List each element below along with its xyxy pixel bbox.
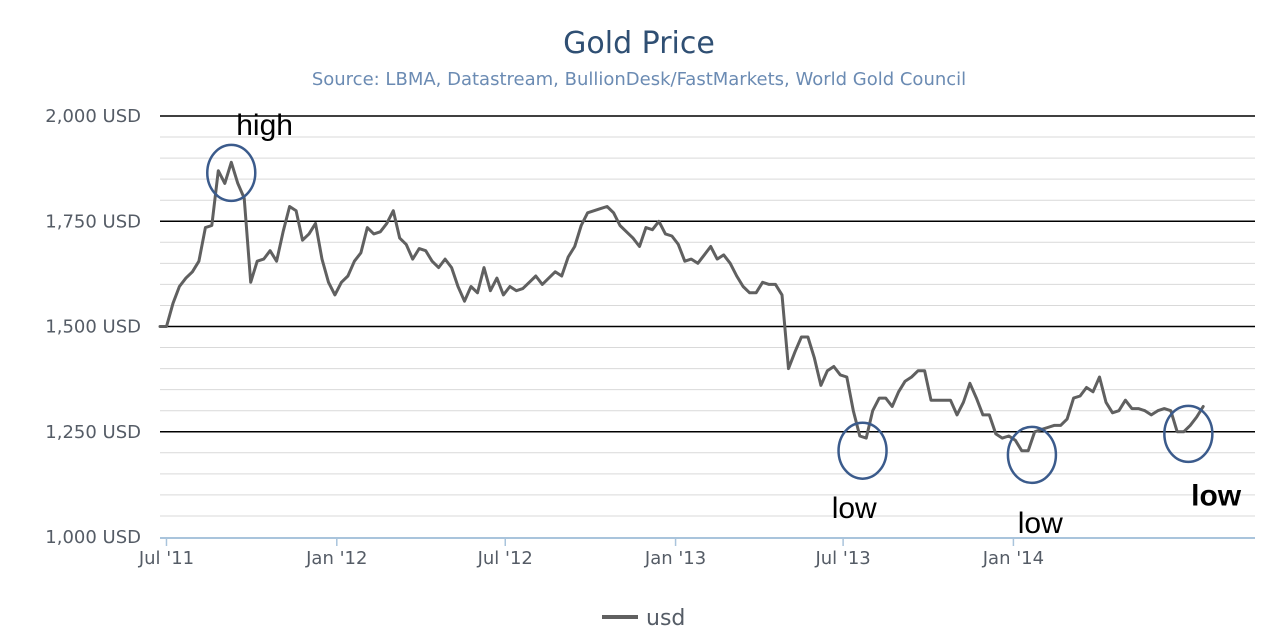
highlight-circle <box>837 421 888 480</box>
x-tick-label: Jul '12 <box>477 548 533 569</box>
y-axis: 1,000 USD 1,250 USD 1,500 USD 1,750 USD 2,00… <box>45 106 141 548</box>
chart-title: Gold Price <box>563 26 715 61</box>
y-tick-label: 1,750 USD <box>45 211 141 232</box>
highlight-circle <box>206 143 257 203</box>
major-gridlines <box>160 115 1255 433</box>
annotations: high low low low <box>236 109 1242 540</box>
x-tick-label: Jan '14 <box>982 548 1044 569</box>
x-tick-label: Jan '13 <box>644 548 706 569</box>
x-axis: Jul '11 Jan '12 Jul '12 Jan '13 Jul '13 Jan '… <box>138 537 1255 569</box>
y-tick-label: 1,500 USD <box>45 317 141 338</box>
highlight-circle <box>1163 404 1214 464</box>
annotation-label: low <box>832 492 877 525</box>
y-tick-label: 1,250 USD <box>45 422 141 443</box>
minor-gridlines <box>160 136 1255 517</box>
y-tick-label: 1,000 USD <box>45 527 141 548</box>
annotation-label: low <box>1018 507 1063 540</box>
chart-subtitle: Source: LBMA, Datastream, BullionDesk/Fa… <box>312 69 966 90</box>
legend-label-usd: usd <box>646 606 685 631</box>
annotation-label: low <box>1191 479 1242 512</box>
series-line-usd <box>158 160 1205 453</box>
legend[interactable]: usd <box>602 606 685 631</box>
highlight-circles <box>206 143 1214 485</box>
highlight-circle <box>1006 425 1058 485</box>
x-tick-label: Jul '11 <box>138 548 194 569</box>
x-tick-label: Jan '12 <box>305 548 367 569</box>
y-tick-label: 2,000 USD <box>45 106 141 127</box>
series-group <box>158 160 1205 453</box>
annotation-label: high <box>236 109 293 142</box>
x-tick-label: Jul '13 <box>814 548 870 569</box>
